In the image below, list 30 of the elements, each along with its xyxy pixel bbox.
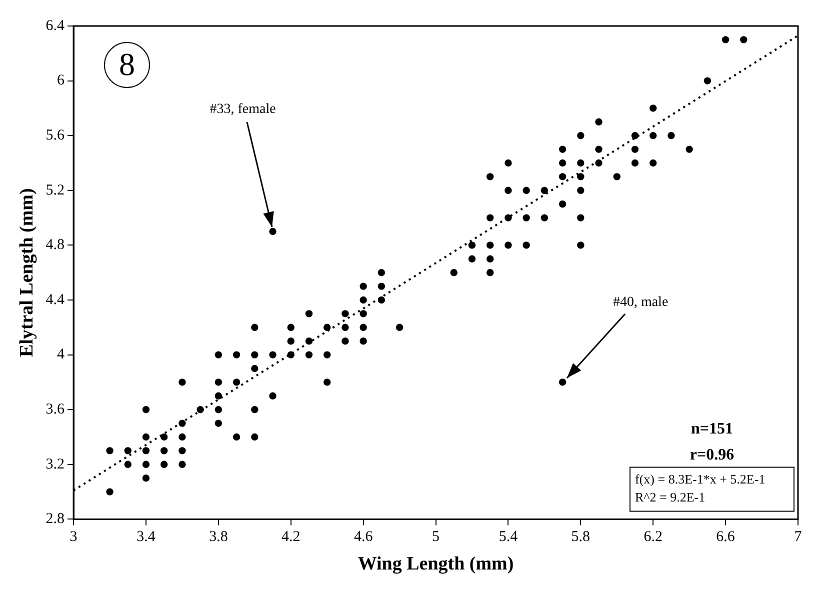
y-axis-title: Elytral Length (mm) (16, 188, 38, 358)
y-tick-label: 6 (57, 72, 66, 89)
x-tick-label: 5 (432, 529, 440, 546)
x-axis-title: Wing Length (mm) (358, 554, 514, 575)
x-tick-label: 3 (70, 529, 78, 546)
x-tick-label: 3.8 (209, 529, 228, 546)
y-tick-label: 3.2 (46, 456, 65, 472)
annotation: R^2 = 9.2E-1 (635, 490, 706, 505)
x-tick-label: 6.2 (644, 529, 662, 546)
annotation: 8 (118, 45, 136, 84)
x-tick-label: 3.4 (136, 529, 156, 546)
y-tick-label: 4 (57, 346, 66, 363)
annotation: r=0.96 (690, 446, 734, 464)
x-tick-label: 4.6 (354, 529, 374, 546)
annotation: f(x) = 8.3E-1*x + 5.2E-1 (635, 472, 766, 487)
y-tick-label: 5.6 (46, 128, 66, 144)
y-tick-label: 3.6 (46, 402, 66, 418)
y-tick-label: 4.4 (46, 292, 66, 308)
y-tick-label: 6.4 (46, 18, 66, 34)
annotation: #33, female (210, 102, 276, 118)
y-tick-label: 2.8 (46, 511, 65, 528)
y-tick-label: 4.8 (46, 237, 65, 254)
x-tick-label: 4.2 (282, 529, 300, 546)
annotation: #40, male (612, 294, 668, 310)
x-tick-label: 5.4 (498, 529, 518, 546)
x-tick-label: 6.6 (716, 529, 736, 546)
x-tick-label: 7 (794, 529, 802, 546)
annotation: n=151 (690, 420, 734, 438)
y-tick-label: 5.2 (46, 182, 65, 198)
x-tick-label: 5.8 (571, 529, 590, 546)
